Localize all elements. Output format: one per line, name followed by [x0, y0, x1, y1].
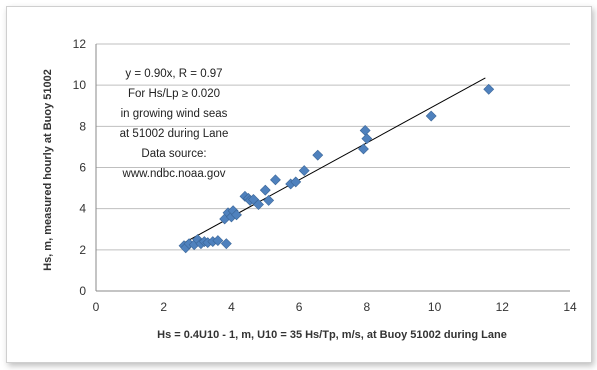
annotation-line-6: www.ndbc.noaa.gov: [122, 168, 226, 180]
x-tick-label: 8: [364, 300, 371, 314]
data-point: [298, 165, 310, 177]
x-tick-label: 10: [428, 300, 442, 314]
y-tick-label: 6: [79, 161, 86, 175]
data-point: [312, 149, 324, 161]
x-tick-label: 14: [563, 300, 577, 314]
data-point: [231, 209, 242, 221]
y-tick-label: 0: [79, 284, 86, 298]
tick-labels: 0 2 4 6 8 10 12 0 2 4 6 8 10 12 14: [73, 37, 577, 314]
annotation-line-1: y = 0.90x, R = 0.97: [125, 68, 222, 80]
data-point: [263, 195, 275, 206]
data-point: [220, 238, 232, 250]
data-point: [483, 83, 495, 95]
annotation-line-5: Data source:: [141, 148, 206, 160]
x-tick-label: 4: [228, 300, 235, 314]
annotation-line-2: For Hs/Lp ≥ 0.020: [128, 88, 220, 100]
y-tick-label: 4: [79, 202, 86, 216]
chart-frame: [6, 6, 592, 363]
x-tick-label: 6: [296, 300, 303, 314]
data-point: [253, 199, 264, 210]
x-axis-label: Hs = 0.4U10 - 1, m, U10 = 35 Hs/Tp, m/s,…: [157, 329, 507, 341]
data-point: [361, 133, 373, 145]
y-tick-label: 2: [79, 243, 86, 257]
data-point: [212, 235, 224, 246]
data-point: [290, 176, 302, 188]
annotation-box: y = 0.90x, R = 0.97 For Hs/Lp ≥ 0.020 in…: [120, 68, 229, 180]
gridlines: [96, 43, 570, 251]
data-points: [178, 83, 495, 254]
x-tick-label: 0: [93, 300, 100, 314]
annotation-line-3: in growing wind seas: [121, 108, 228, 120]
axes: [95, 44, 570, 292]
data-point: [270, 174, 281, 186]
x-tick-label: 12: [496, 300, 510, 314]
x-tick-label: 2: [160, 300, 167, 314]
data-point: [425, 110, 437, 122]
annotation-line-4: at 51002 during Lane: [120, 128, 229, 140]
data-point: [358, 143, 369, 155]
y-tick-label: 10: [73, 78, 87, 92]
y-tick-label: 12: [73, 37, 87, 51]
y-axis-label: Hs, m, measured hourly at Buoy 51002: [42, 69, 54, 271]
data-point: [259, 184, 271, 196]
data-point: [359, 125, 371, 136]
y-tick-label: 8: [79, 119, 86, 133]
